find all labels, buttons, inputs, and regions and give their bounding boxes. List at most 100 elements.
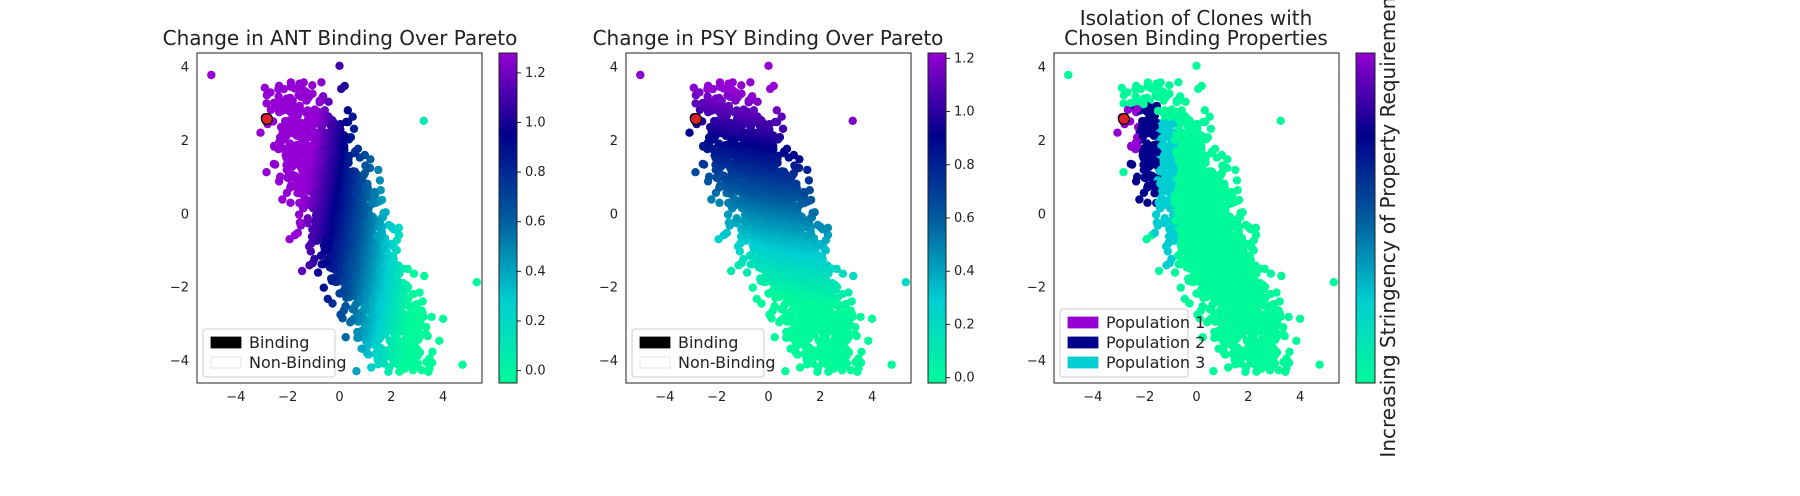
data-point — [722, 228, 731, 238]
colorbar-tick-label: 0.2 — [525, 314, 546, 329]
data-point — [848, 116, 857, 126]
data-point — [806, 195, 816, 205]
data-point — [854, 354, 863, 363]
data-point — [851, 330, 860, 339]
data-point — [266, 105, 276, 115]
data-point — [315, 96, 324, 106]
data-point — [698, 98, 707, 108]
x-tick-label: 2 — [816, 390, 824, 405]
data-point — [753, 97, 762, 107]
data-point — [420, 271, 429, 281]
scatter-panel-1: Change in ANT Binding Over Pareto−4 −2 0 2 4… — [163, 26, 546, 405]
data-point — [352, 367, 361, 376]
data-point — [307, 232, 317, 241]
data-point — [769, 81, 778, 91]
colorbar-tick-label: 0.8 — [525, 165, 546, 180]
data-point — [746, 78, 755, 87]
data-point — [810, 208, 819, 217]
legend-label: Non-Binding — [678, 353, 776, 372]
colorbar-tick-label: 0.0 — [954, 371, 975, 386]
data-point — [1151, 210, 1161, 219]
data-points — [1064, 61, 1339, 376]
data-point — [424, 367, 433, 376]
data-point — [327, 274, 336, 283]
data-point — [326, 122, 336, 131]
colorbar-tick-label: 0.4 — [525, 264, 546, 279]
data-point — [739, 105, 748, 114]
y-tick-label: 4 — [181, 61, 189, 76]
data-point — [705, 172, 714, 181]
data-point — [771, 117, 780, 127]
colorbar-tick-label: 1.2 — [525, 66, 546, 81]
data-point — [786, 344, 795, 353]
data-point — [262, 99, 271, 108]
data-point — [728, 78, 737, 87]
data-point — [262, 91, 272, 100]
data-point — [371, 349, 380, 359]
data-point — [313, 268, 323, 277]
data-point — [270, 141, 279, 151]
data-point — [790, 161, 799, 170]
legend-swatch — [210, 336, 242, 349]
data-point — [737, 81, 746, 90]
data-point — [1117, 83, 1127, 93]
data-point — [856, 312, 865, 322]
colorbar-tick-label: 1.2 — [954, 51, 975, 66]
legend-label: Non-Binding — [249, 353, 347, 372]
x-tick-label: 0 — [335, 390, 343, 405]
data-point — [283, 173, 292, 182]
chart-title: Isolation of Clones with — [1080, 6, 1313, 30]
legend-swatch — [210, 356, 242, 369]
data-point — [834, 309, 843, 318]
data-point — [689, 83, 698, 93]
data-point — [294, 210, 304, 219]
data-point — [1224, 363, 1233, 372]
data-point — [803, 165, 812, 175]
data-point — [428, 347, 437, 356]
data-point — [789, 150, 798, 160]
colorbar-tick-label: 0.2 — [954, 317, 975, 332]
data-point — [384, 367, 393, 376]
colorbar-tick-label: 0.8 — [954, 158, 975, 173]
y-tick-label: 0 — [610, 207, 618, 222]
colorbar-tick-label: 1.0 — [525, 115, 546, 130]
data-point — [748, 283, 757, 292]
data-point — [361, 161, 370, 170]
x-tick-label: −2 — [278, 390, 297, 405]
data-point — [336, 310, 345, 319]
data-point — [438, 314, 448, 323]
data-point — [847, 297, 856, 306]
data-point — [276, 122, 286, 132]
data-point — [374, 165, 383, 175]
data-point — [319, 241, 329, 250]
data-point — [353, 327, 362, 337]
data-point — [742, 268, 752, 277]
data-point — [752, 294, 761, 304]
data-point — [286, 198, 295, 207]
data-point — [419, 116, 428, 126]
data-point — [691, 168, 700, 177]
data-point — [285, 235, 294, 244]
data-point — [1272, 288, 1281, 297]
data-point — [384, 220, 393, 230]
data-point — [269, 98, 278, 108]
data-point — [458, 360, 467, 369]
data-point — [732, 106, 741, 115]
data-point — [732, 214, 741, 223]
data-point — [715, 198, 724, 207]
data-point — [422, 330, 431, 339]
data-point — [723, 210, 733, 219]
data-point — [770, 333, 779, 342]
data-point — [849, 271, 858, 281]
chart-title: Chosen Binding Properties — [1064, 26, 1328, 50]
data-point — [319, 283, 328, 292]
data-point — [685, 128, 694, 137]
x-tick-label: −4 — [226, 390, 245, 405]
data-point — [781, 367, 790, 376]
data-point — [857, 347, 866, 356]
data-point — [311, 217, 320, 226]
data-point — [367, 363, 376, 372]
data-point — [260, 83, 269, 93]
colorbar-tick-label: 0.0 — [525, 364, 546, 379]
